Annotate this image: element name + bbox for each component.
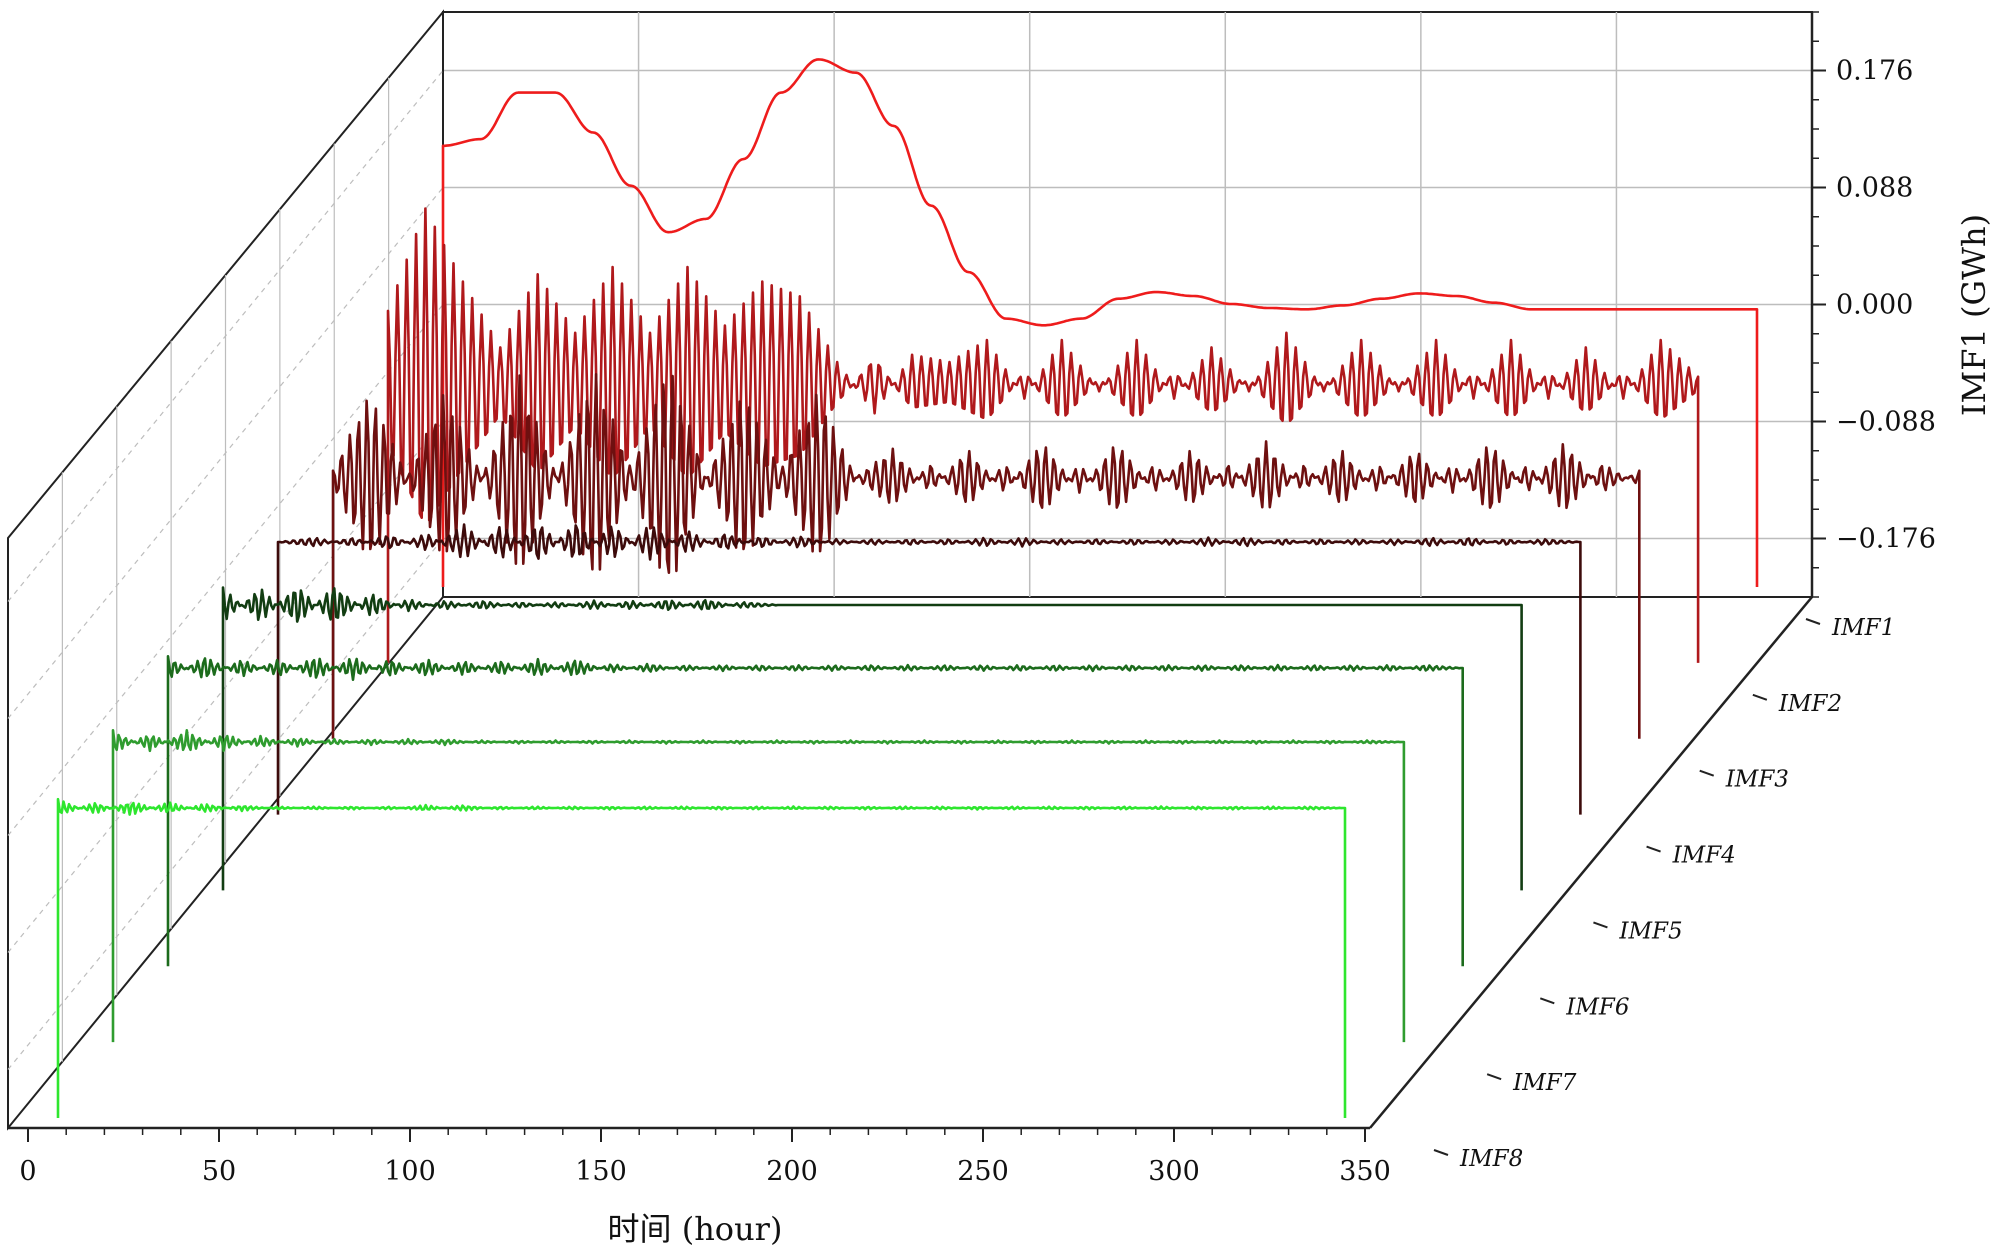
series-label-imf4: IMF4 — [1672, 843, 1736, 869]
x-tick-label: 300 — [1148, 1156, 1200, 1187]
depth-tick-mark — [1593, 921, 1608, 929]
x-tick-label: 50 — [202, 1156, 236, 1187]
depth-tick-mark — [1539, 997, 1555, 1005]
series-line-imf8 — [56, 797, 1347, 1118]
series-label-imf5: IMF5 — [1618, 918, 1682, 944]
depth-tick-mark — [1433, 1149, 1449, 1156]
series-line-imf6 — [166, 655, 1464, 967]
series-label-imf7: IMF7 — [1512, 1070, 1577, 1096]
depth-tick-mark — [1805, 618, 1821, 625]
x-tick-label: 100 — [384, 1156, 436, 1187]
series-line-imf3 — [331, 373, 1641, 739]
y-tick-label: 0.176 — [1836, 56, 1913, 87]
depth-tick-mark — [1699, 769, 1715, 777]
depth-tick-mark — [1486, 1073, 1502, 1081]
depth-tick-mark — [1646, 845, 1661, 853]
series-label-imf2: IMF2 — [1778, 691, 1842, 717]
series-lines — [56, 58, 1759, 1118]
depth-tick-mark — [1752, 693, 1768, 701]
axes-frame — [7, 9, 1826, 1156]
left-wall — [7, 9, 444, 1131]
series-label-imf8: IMF8 — [1459, 1146, 1523, 1172]
y-tick-label: 0.088 — [1836, 173, 1913, 204]
left-wall-gridline-slant — [7, 304, 444, 836]
y-tick-label: 0.000 — [1836, 290, 1913, 321]
series-line-imf4 — [276, 523, 1582, 815]
depth-axis-line — [1369, 596, 1813, 1129]
x-tick-label: 0 — [19, 1156, 36, 1187]
y-tick-label: −0.088 — [1836, 407, 1936, 438]
x-axis-title: 时间 (hour) — [608, 1210, 783, 1247]
x-tick-label: 250 — [957, 1156, 1009, 1187]
series-line-imf1 — [441, 58, 1759, 587]
y-tick-label: −0.176 — [1836, 524, 1936, 555]
series-line-imf7 — [111, 729, 1406, 1043]
series-label-imf6: IMF6 — [1565, 994, 1629, 1020]
x-tick-label: 150 — [575, 1156, 627, 1187]
axis-labels: 时间 (hour) IMF1 (GWh) −0.176 −0.088 0.000 0.… — [19, 56, 1993, 1247]
y-axis-title: IMF1 (GWh) — [1955, 214, 1993, 416]
x-tick-label: 200 — [766, 1156, 818, 1187]
left-wall-gridline-slant — [7, 538, 444, 1070]
series-line-imf5 — [221, 586, 1523, 891]
series-line-imf2 — [386, 207, 1700, 663]
series-label-imf1: IMF1 — [1831, 615, 1895, 641]
x-tick-label: 350 — [1339, 1156, 1391, 1187]
series-label-imf3: IMF3 — [1725, 767, 1789, 793]
left-wall-gridline-slant — [7, 70, 444, 602]
left-wall-gridline-slant — [7, 187, 444, 719]
